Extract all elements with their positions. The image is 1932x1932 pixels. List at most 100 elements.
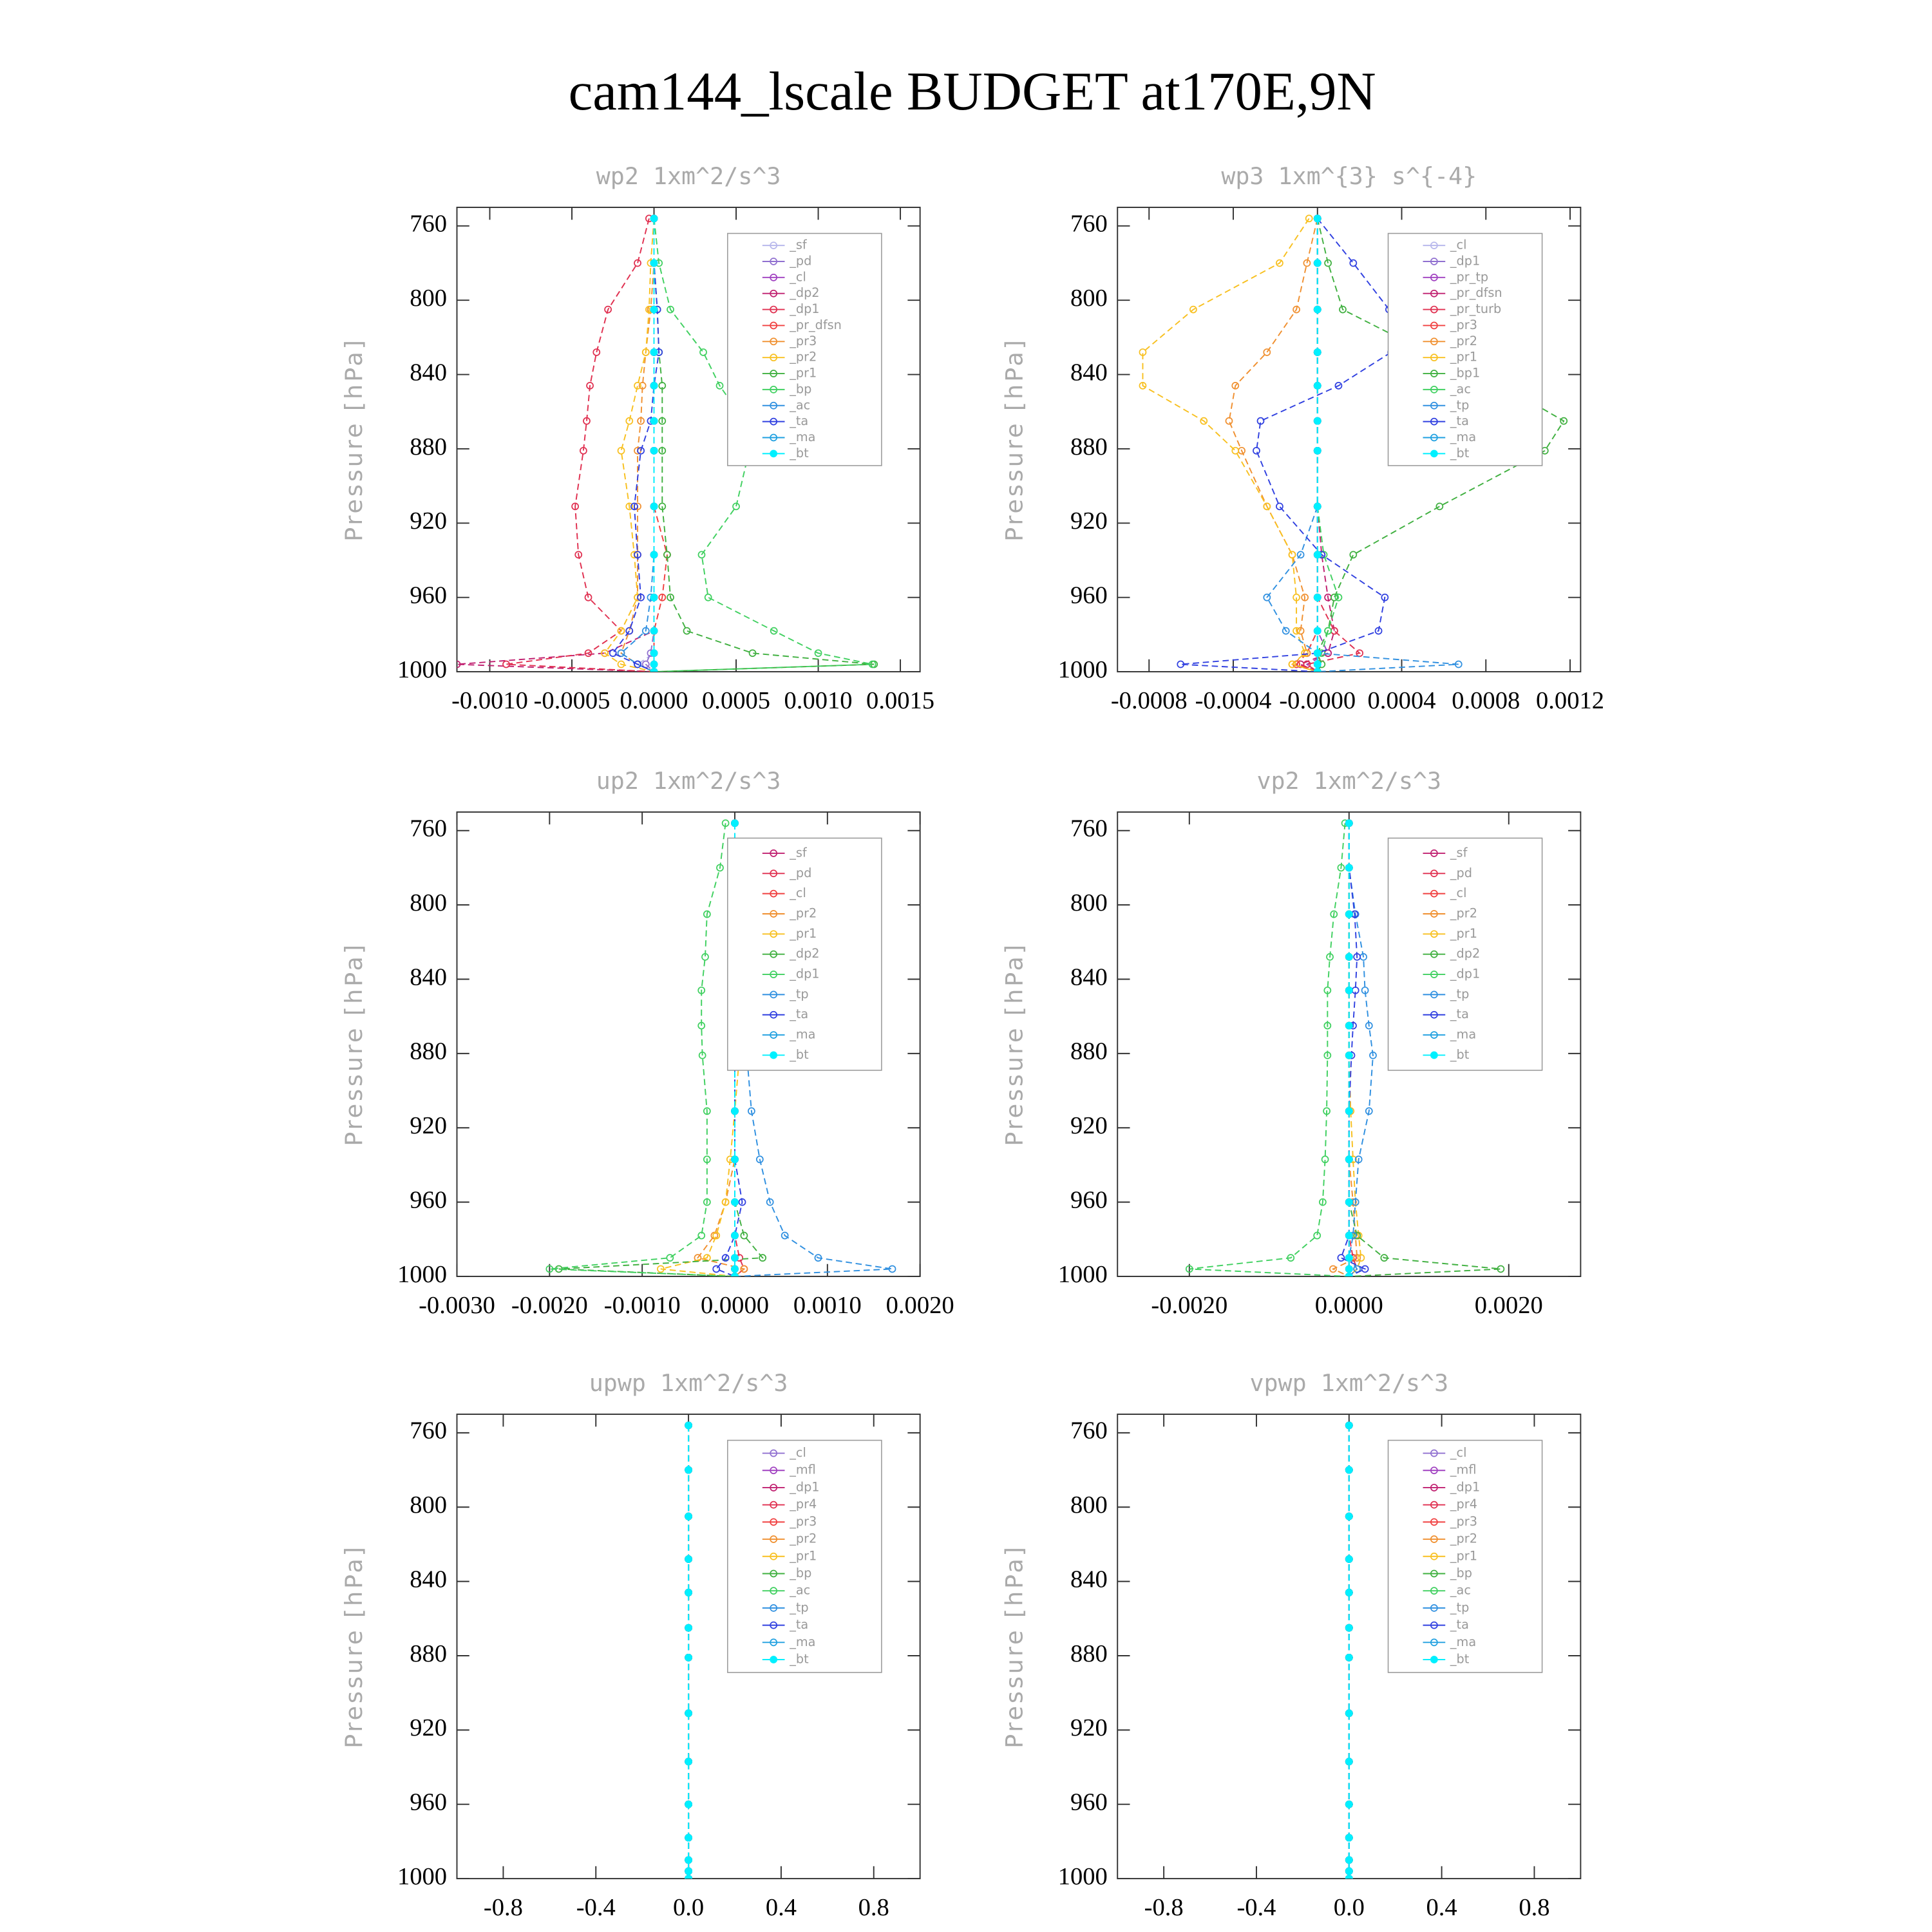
series-marker [1345,1867,1353,1875]
legend-marker [770,337,778,346]
legend-marker [1430,1569,1438,1578]
series-marker [650,660,658,668]
legend-box [1387,837,1543,1071]
series-marker [1324,627,1332,635]
legend-marker [770,1552,778,1560]
y-tick-label: 840 [1070,963,1108,990]
series-marker [1288,660,1296,668]
legend-label: _cl [789,886,806,900]
legend-marker [1430,1051,1438,1059]
series-marker [579,446,587,455]
legend-label: _pr4 [789,1497,817,1511]
series-marker [715,381,724,390]
series-line [549,823,735,1277]
series-marker [663,551,671,559]
legend-marker [1430,1484,1438,1492]
legend-label: _ta [789,1617,808,1632]
series-marker [1353,953,1361,961]
y-axis-label: Pressure [hPa] [340,1544,368,1748]
series-marker [637,593,645,601]
legend-marker [770,990,778,999]
series-marker [1345,1466,1353,1474]
x-tick-label: -0.0008 [1111,687,1188,714]
series-marker [685,1875,692,1879]
legend-label: _tp [1450,1600,1469,1615]
x-tick-label: -0.0010 [451,687,528,714]
y-tick-label: 760 [410,815,447,842]
series-marker [1337,864,1345,872]
series-marker [571,502,580,511]
x-tick-label: 0.0020 [886,1292,954,1319]
legend-marker [770,433,778,442]
x-tick-label: 0.0015 [866,687,934,714]
legend-marker [770,971,778,978]
series-marker [1313,627,1321,635]
series-marker [732,502,740,511]
series-marker [1177,660,1185,668]
legend-label: _dp1 [789,967,819,981]
series-marker [601,649,609,658]
series-marker [1313,660,1321,668]
series-marker [703,910,711,918]
series-marker [1345,1589,1353,1596]
series-marker [1345,1273,1353,1277]
x-tick-label: -0.0005 [534,687,611,714]
series-marker [1301,649,1309,658]
legend-box [727,232,882,466]
series-line [1348,823,1374,1277]
series-marker [1345,819,1353,828]
series-marker [1334,593,1343,601]
legend-marker [1430,1656,1438,1663]
legend-box [727,1439,882,1673]
legend-label: _tp [1450,987,1469,1001]
series-marker [1454,660,1463,668]
series-marker [650,417,658,425]
series-marker [698,1051,706,1059]
y-axis-label: Pressure [hPa] [1001,942,1028,1146]
legend-label: _ma [789,430,815,444]
x-tick-label: 0.0010 [784,687,853,714]
series-marker [1263,348,1271,356]
series-marker [685,1589,692,1596]
panel: up2 1xm^2/s^3 Pressure [hPa] 760 800 840 880 9… [340,767,954,1319]
legend-label: _cl [1450,1445,1467,1460]
series-marker [617,446,625,455]
series-marker [759,1254,767,1262]
series-marker [731,819,739,828]
legend-marker [1430,401,1438,410]
legend-label: _mfl [789,1463,816,1477]
legend-label: _pr3 [1450,317,1477,332]
y-tick-label: 920 [410,1112,447,1139]
legend-label: _pr2 [1450,334,1477,348]
legend-marker [770,1656,778,1663]
series-marker [703,1198,711,1206]
series-marker [634,259,641,267]
series-marker [1139,348,1147,356]
legend-label: _pr3 [1450,1514,1477,1529]
series-marker [755,1155,764,1164]
series-marker [641,627,650,635]
series-marker [650,502,658,511]
legend-label: _bt [789,446,809,460]
series-marker [1380,1254,1388,1262]
legend-label: _cl [789,1445,806,1460]
series-marker [1361,986,1369,994]
series-marker [658,502,667,511]
series-marker [1345,1624,1353,1632]
legend-label: _tp [1450,397,1469,412]
series-marker [731,1273,739,1277]
legend-marker [1430,258,1438,265]
series-marker [731,1107,739,1115]
x-tick-label: 0.0020 [1475,1292,1543,1319]
series-marker [584,593,592,601]
series-marker [766,1198,774,1206]
legend-marker [770,1587,778,1595]
series-marker [666,1254,674,1262]
series-marker [1354,1155,1363,1164]
series-marker [1313,259,1321,267]
legend-label: _bt [789,1652,809,1667]
series-marker [1263,593,1271,601]
legend-marker [770,417,778,426]
y-tick-label: 960 [410,1789,447,1816]
series-marker [1225,417,1233,425]
